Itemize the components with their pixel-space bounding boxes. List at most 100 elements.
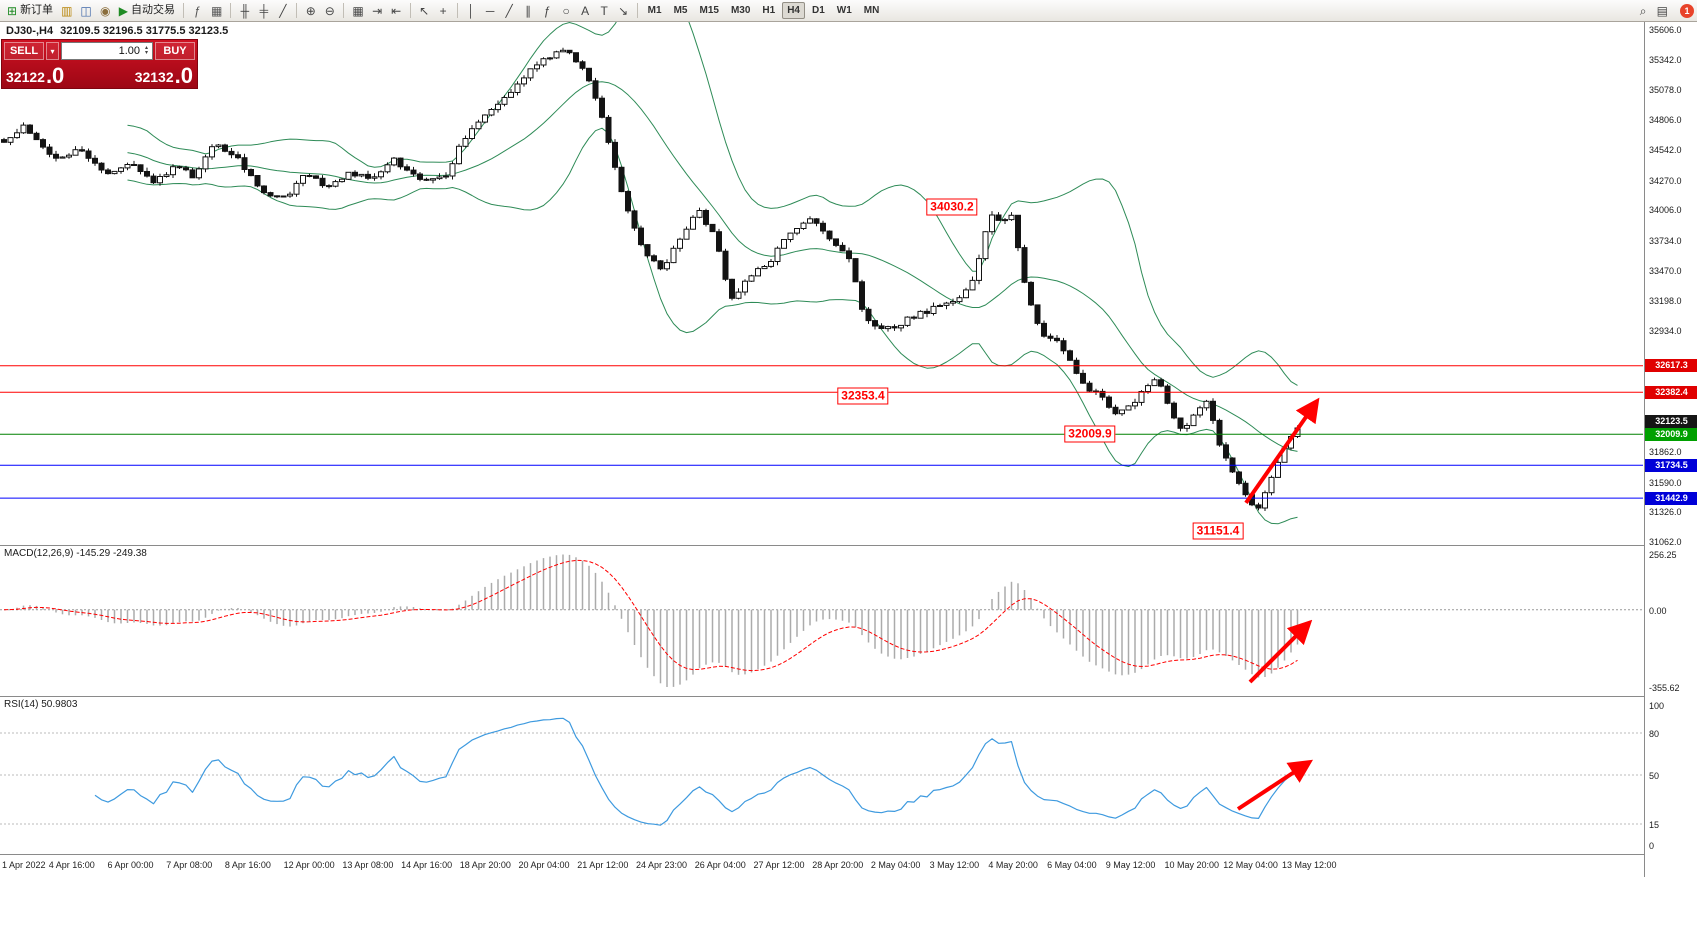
candlestick-button[interactable]: ╪ <box>255 2 272 20</box>
price-callout[interactable]: 31151.4 <box>1192 522 1244 540</box>
channel-button[interactable]: ∥ <box>520 2 537 20</box>
toolbar-separator <box>636 3 638 18</box>
channel-icon: ∥ <box>525 3 532 18</box>
macd-panel[interactable]: MACD(12,26,9) -145.29 -249.38 <box>0 546 1644 697</box>
timeframe-m5-button[interactable]: M5 <box>673 5 688 16</box>
sell-dropdown-button[interactable]: ▾ <box>46 42 59 60</box>
price-callout[interactable]: 32353.4 <box>837 387 889 404</box>
alerts-button[interactable]: ◉ <box>97 2 114 20</box>
price-chart-panel[interactable]: DJ30-,H4 32109.5 32196.5 31775.5 32123.5 … <box>0 22 1644 546</box>
trendline-button[interactable]: ╱ <box>501 2 518 20</box>
axis-tick: 33734.0 <box>1649 235 1682 246</box>
price-badge: 32382.4 <box>1645 385 1697 399</box>
fibonacci-button[interactable]: ƒ <box>539 2 556 20</box>
bell-icon: ◉ <box>100 3 111 18</box>
timeframe-w1-button[interactable]: W1 <box>836 5 852 16</box>
timeframe-mn-button[interactable]: MN <box>863 5 880 16</box>
horizontal-line-icon: ─ <box>485 3 495 18</box>
vertical-line-icon: │ <box>467 3 475 18</box>
timeframe-d1-button[interactable]: D1 <box>811 5 825 16</box>
text-icon: A <box>581 3 590 18</box>
arrow-tool-icon: ↘ <box>618 3 629 18</box>
spinner-up-icon[interactable]: ▴ <box>144 45 148 51</box>
rsi-canvas[interactable] <box>0 697 1644 855</box>
search-icon: ⌕ <box>1639 3 1647 18</box>
price-callout[interactable]: 32009.9 <box>1064 425 1116 443</box>
line-chart-icon: ╱ <box>279 3 287 18</box>
time-label: 9 May 12:00 <box>1105 860 1156 870</box>
axis-tick: 31590.0 <box>1649 477 1682 488</box>
data-window-icon: ▤ <box>1656 3 1668 18</box>
zoom-in-icon: ⊕ <box>305 3 316 18</box>
zoom-in-button[interactable]: ⊕ <box>302 2 319 20</box>
text-label-button[interactable]: T <box>596 2 613 20</box>
arrows-tool-button[interactable]: ↘ <box>615 2 632 20</box>
axis-tick: 32934.0 <box>1649 326 1682 337</box>
notification-badge[interactable]: 1 <box>1680 4 1694 18</box>
time-label: 21 Apr 12:00 <box>577 860 629 870</box>
macd-label: MACD(12,26,9) -145.29 -249.38 <box>4 548 147 559</box>
timeframe-m15-button[interactable]: M15 <box>699 5 719 16</box>
profiles-button[interactable]: ◫ <box>77 2 94 20</box>
text-button[interactable]: A <box>577 2 594 20</box>
new-order-button[interactable]: ⊞ 新订单 <box>4 2 56 20</box>
chart-window-button[interactable]: ▥ <box>58 2 75 20</box>
buy-price-main: 32132 <box>134 69 174 85</box>
axis-tick: 256.25 <box>1649 550 1677 560</box>
toolbar: ⊞ 新订单 ▥ ◫ ◉ ▶ 自动交易 ƒ ▦ ╫ ╪ ╱ ⊕ ⊖ ▦ ⇥ ⇤ ↖ + │ ─ ╱ ∥ ƒ ○ A T ↘ M1 M5 M15… <box>0 0 1697 22</box>
candlestick-icon: ╪ <box>259 3 269 18</box>
line-chart-button[interactable]: ╱ <box>274 2 291 20</box>
autotrade-button[interactable]: ▶ 自动交易 <box>116 2 178 20</box>
objects-list-button[interactable]: ▦ <box>208 2 225 20</box>
timeframe-m1-button[interactable]: M1 <box>647 5 662 16</box>
macd-canvas[interactable] <box>0 546 1644 697</box>
axis-tick: 31062.0 <box>1649 537 1682 547</box>
timeframe-h1-button[interactable]: H1 <box>762 5 776 16</box>
tile-windows-button[interactable]: ▦ <box>349 2 366 20</box>
time-label: 26 Apr 04:00 <box>694 860 746 870</box>
rsi-panel[interactable]: RSI(14) 50.9803 <box>0 697 1644 855</box>
timeframe-h4-button[interactable]: H4 <box>782 2 805 19</box>
time-label: 10 May 20:00 <box>1164 860 1220 870</box>
axis-tick: 31326.0 <box>1649 507 1682 518</box>
axis-tick: 31862.0 <box>1649 446 1682 457</box>
volume-input[interactable]: 1.00 ▴ ▾ <box>61 42 153 60</box>
data-window-button[interactable]: ▤ <box>1654 2 1671 20</box>
buy-button[interactable]: BUY <box>155 42 195 60</box>
indicator-list-button[interactable]: ƒ <box>189 2 206 20</box>
chart-shift-button[interactable]: ⇤ <box>388 2 405 20</box>
search-button[interactable]: ⌕ <box>1635 2 1652 20</box>
candlestick-chart[interactable] <box>0 22 1644 546</box>
axis-tick: 100 <box>1649 701 1665 711</box>
volume-spinner[interactable]: ▴ ▾ <box>142 43 151 59</box>
toolbar-separator <box>343 3 345 18</box>
cursor-button[interactable]: ↖ <box>416 2 433 20</box>
price-callout[interactable]: 34030.2 <box>926 198 978 216</box>
vertical-line-button[interactable]: │ <box>463 2 480 20</box>
buy-price[interactable]: 32132.0 <box>135 65 193 87</box>
shapes-button[interactable]: ○ <box>558 2 575 20</box>
time-label: 24 Apr 23:00 <box>636 860 688 870</box>
ohlc-values: 32109.5 32196.5 31775.5 32123.5 <box>60 25 229 37</box>
new-order-button-label: 新订单 <box>20 4 54 16</box>
sell-button[interactable]: SELL <box>4 42 44 60</box>
price-badge: 32123.5 <box>1645 414 1697 428</box>
axis-tick: -355.62 <box>1649 683 1680 693</box>
cursor-icon: ↖ <box>419 3 430 18</box>
time-axis[interactable]: 1 Apr 2022 4 Apr 16:00 6 Apr 00:00 7 Apr 08… <box>0 855 1644 877</box>
bar-chart-button[interactable]: ╫ <box>236 2 253 20</box>
time-label: 6 Apr 00:00 <box>107 860 154 870</box>
crosshair-button[interactable]: + <box>435 2 452 20</box>
timeframe-m30-button[interactable]: M30 <box>730 5 751 16</box>
zoom-out-button[interactable]: ⊖ <box>321 2 338 20</box>
time-label: 1 Apr 2022 <box>2 860 46 870</box>
price-badge: 32009.9 <box>1645 427 1697 441</box>
auto-scroll-button[interactable]: ⇥ <box>369 2 386 20</box>
autotrade-button-label: 自动交易 <box>130 4 175 16</box>
axis-tick: 33198.0 <box>1649 296 1682 307</box>
spinner-down-icon[interactable]: ▾ <box>144 50 148 56</box>
sell-price[interactable]: 32122.0 <box>6 65 64 87</box>
axis-tick: 35342.0 <box>1649 54 1682 65</box>
horizontal-line-button[interactable]: ─ <box>482 2 499 20</box>
price-axis[interactable]: 35606.0 35342.0 35078.0 34806.0 34542.0 34270… <box>1644 22 1697 877</box>
